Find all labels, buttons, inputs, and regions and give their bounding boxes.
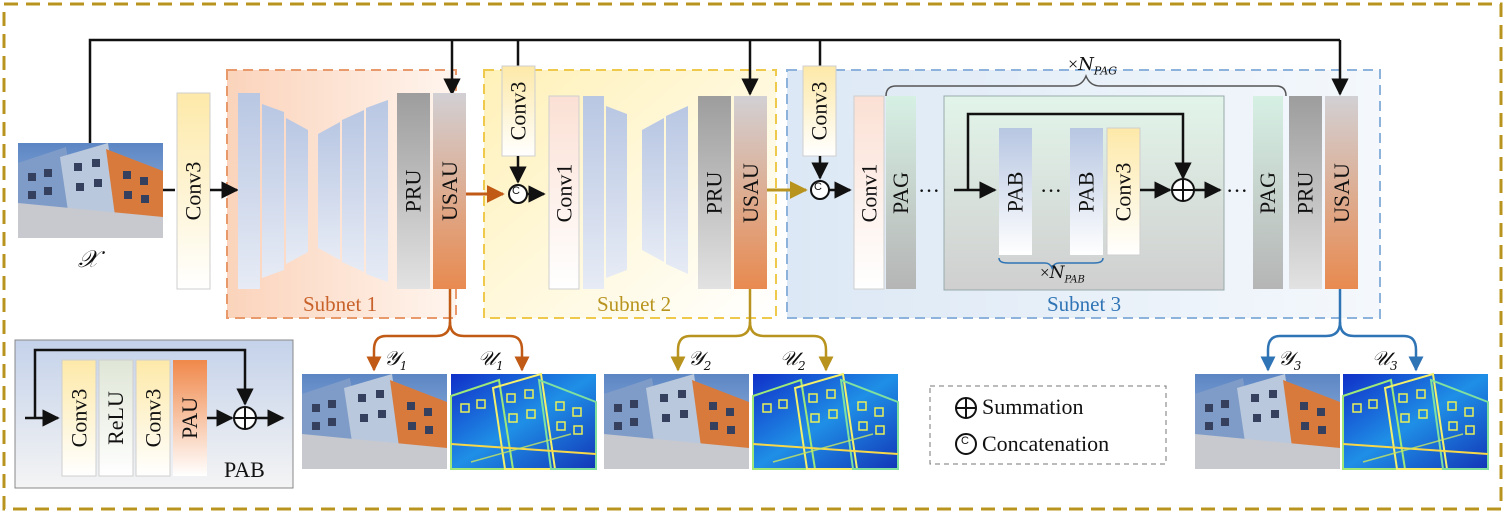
pab-relu	[98, 359, 134, 477]
pab-title: PAB	[224, 457, 265, 482]
pag-inner-skip	[966, 112, 1192, 190]
sum-symbol-pag-cross	[1172, 179, 1194, 201]
pag-block-last	[1253, 96, 1283, 289]
encoder-decoder-1	[238, 93, 388, 289]
pab-pau	[173, 360, 207, 476]
y1-label: 𝒴1	[384, 346, 408, 373]
conv1-block-3	[853, 95, 885, 290]
pru-label-3: PRU	[1292, 171, 1318, 214]
u2-label: 𝒰2	[780, 346, 806, 373]
conv1-label-2: Conv1	[551, 163, 576, 222]
pag-block-first	[886, 96, 916, 289]
conv3-label-2: Conv3	[505, 81, 531, 141]
pab-conv3-label-2: Conv3	[140, 388, 165, 448]
pab-skip-line	[33, 348, 254, 418]
usau-block-2	[734, 96, 767, 289]
u1-label: 𝒰1	[478, 346, 504, 373]
legend-sum-cross	[956, 398, 976, 418]
pab-pau-label: PAU	[177, 397, 202, 439]
pru-block-3	[1289, 96, 1322, 289]
pab-repeat-label: ×NPAB	[1040, 263, 1085, 286]
output-image-3	[1195, 374, 1340, 469]
pag-label-last: PAG	[1255, 171, 1280, 214]
legend-concat-icon	[955, 433, 977, 455]
subnet-2-label: Subnet 2	[597, 292, 672, 316]
pru-label-1: PRU	[400, 169, 426, 213]
legend-summation-label: Summation	[982, 394, 1084, 419]
pag-repeat-brace	[885, 73, 1287, 97]
conv3-label-3: Conv3	[806, 81, 832, 141]
output-image-2	[604, 374, 749, 469]
pru-label-2: PRU	[701, 171, 727, 214]
output-image-1	[302, 374, 447, 469]
subnet-1-label: Subnet 1	[303, 292, 378, 316]
dots-left: ···	[918, 178, 940, 203]
conv3-label-pag: Conv3	[1110, 162, 1136, 221]
legend-concat-symbol-text: C	[961, 435, 969, 447]
uncertainty-map-3	[1342, 373, 1489, 470]
pag-repeat-label: ×NPAG	[1068, 54, 1118, 78]
concat-symbol-3-text: C	[814, 181, 822, 193]
conv1-label-3: Conv1	[856, 163, 881, 222]
pab-label-2: PAB	[1073, 171, 1099, 212]
pab-block-2	[1070, 128, 1103, 255]
pab-conv3-1	[61, 359, 97, 477]
pab-repeat-brace	[998, 257, 1104, 271]
output-branch-3	[1260, 289, 1424, 372]
skip-line-top	[88, 38, 1340, 143]
input-image	[18, 143, 163, 238]
usau-block-3	[1325, 96, 1358, 289]
pag-label-first: PAG	[888, 171, 913, 214]
conv3-block-3	[802, 65, 837, 157]
pab-label-1: PAB	[1002, 171, 1028, 212]
usau-label-3: USAU	[1328, 162, 1354, 223]
output-branch-1	[366, 289, 530, 372]
usau-label-1: USAU	[436, 161, 462, 221]
pru-block-2	[698, 96, 731, 289]
u3-label: 𝒰3	[1372, 346, 1398, 373]
usau-block-1	[433, 93, 466, 289]
y2-label: 𝒴2	[688, 346, 712, 373]
pab-conv3-label-1: Conv3	[66, 388, 91, 448]
conv3-block-pag	[1106, 127, 1141, 256]
encoder-decoder-2	[583, 96, 688, 289]
conv1-block-2	[548, 95, 580, 290]
pab-block-1	[999, 128, 1032, 255]
dots-middle: ···	[1040, 178, 1062, 203]
concat-symbol-2-text: C	[512, 185, 520, 197]
dots-right: ···	[1226, 178, 1248, 203]
pab-relu-label: ReLU	[103, 391, 129, 445]
conv3-label-1: Conv3	[180, 161, 206, 221]
y3-label: 𝒴3	[1278, 346, 1302, 373]
conv3-block-2	[501, 65, 536, 157]
uncertainty-map-1	[450, 373, 597, 470]
usau-label-2: USAU	[737, 162, 763, 223]
pab-conv3-2	[135, 359, 171, 477]
uncertainty-map-2	[752, 373, 899, 470]
pab-sum-cross	[234, 407, 256, 429]
subnet-3-label: Subnet 3	[1047, 292, 1122, 316]
input-label: 𝒳	[78, 245, 99, 273]
legend-concatenation-label: Concatenation	[982, 431, 1110, 456]
output-branch-2	[670, 289, 834, 372]
pru-block-1	[397, 93, 430, 289]
